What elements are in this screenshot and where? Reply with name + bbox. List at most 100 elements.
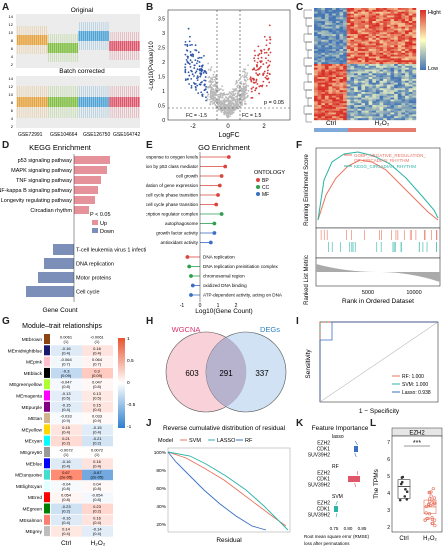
b-point xyxy=(222,108,225,110)
c-cell xyxy=(401,62,406,65)
c-cell xyxy=(343,9,347,12)
g-cell xyxy=(82,334,113,345)
b-point xyxy=(240,89,243,92)
c-cell xyxy=(339,103,344,106)
c-cell xyxy=(324,15,329,18)
c-cell xyxy=(328,30,333,33)
c-cell xyxy=(346,52,351,55)
c-cell xyxy=(375,82,380,85)
c-cell xyxy=(339,82,344,85)
g-cell-value: 0.16 xyxy=(93,459,102,464)
c-cell xyxy=(328,73,333,76)
c-cell xyxy=(361,118,366,121)
c-cell xyxy=(401,9,406,12)
c-cell xyxy=(408,92,413,95)
c-cell xyxy=(386,112,391,115)
b-point xyxy=(219,92,222,95)
l-ytick: 6 xyxy=(387,457,390,463)
c-cell xyxy=(361,36,366,39)
panel-a-dataset-2: GSE126750 xyxy=(83,132,110,138)
panel-e-ont-cc: CC xyxy=(262,185,270,191)
c-cell xyxy=(339,9,344,12)
c-cell xyxy=(339,30,344,33)
c-cell xyxy=(394,9,398,12)
c-cell xyxy=(372,82,377,85)
c-cell xyxy=(328,26,333,29)
c-cell xyxy=(383,30,388,33)
c-cell xyxy=(383,88,388,91)
c-cell xyxy=(328,97,333,100)
g-module-name: MEblue xyxy=(26,461,43,467)
c-cell xyxy=(397,118,402,121)
c-cell xyxy=(321,101,326,104)
b-point xyxy=(206,99,209,101)
c-cell xyxy=(335,112,340,115)
c-cell xyxy=(368,71,373,74)
b-point xyxy=(184,66,187,69)
c-cell xyxy=(324,45,329,48)
c-cell xyxy=(372,77,377,80)
panel-c-group-h2o2: H₂O₂ xyxy=(375,120,390,127)
a-ytick: 4 xyxy=(11,116,14,121)
c-cell xyxy=(365,34,369,37)
b-point xyxy=(240,104,243,107)
c-cell xyxy=(390,60,395,63)
c-cell xyxy=(324,108,329,111)
c-cell xyxy=(361,49,366,52)
b-point xyxy=(223,98,226,100)
c-cell xyxy=(386,37,391,40)
d-bar-down xyxy=(44,258,74,269)
c-cell xyxy=(317,17,322,20)
c-cell xyxy=(361,60,366,63)
c-cell xyxy=(408,71,413,74)
b-point xyxy=(254,89,257,92)
g-module-swatch xyxy=(44,367,50,378)
c-cell xyxy=(383,75,388,78)
c-cell xyxy=(317,54,322,57)
c-cell xyxy=(368,56,373,59)
g-cell-p: (0.2) xyxy=(93,509,102,514)
panel-a-boxplots: Original Batch corrected 141210864214121… xyxy=(9,7,141,138)
c-cell xyxy=(343,47,347,50)
c-cell xyxy=(339,105,344,108)
c-cell xyxy=(386,13,391,16)
c-cell xyxy=(412,95,417,98)
c-cell xyxy=(408,97,413,100)
c-cell xyxy=(401,103,406,106)
c-cell xyxy=(328,52,333,55)
c-cell xyxy=(343,99,347,102)
c-cell xyxy=(346,41,351,44)
c-cell xyxy=(339,13,344,16)
c-cell xyxy=(401,97,406,100)
c-cell xyxy=(401,30,406,33)
c-cell xyxy=(357,106,362,109)
c-cell xyxy=(321,30,326,33)
c-cell xyxy=(408,90,413,93)
c-cell xyxy=(368,103,373,106)
c-cell xyxy=(321,49,326,52)
c-cell xyxy=(386,86,391,89)
c-cell xyxy=(314,8,318,11)
c-cell xyxy=(361,116,366,119)
c-cell xyxy=(365,30,369,33)
c-cell xyxy=(332,103,337,106)
a-ytick: 2 xyxy=(11,62,14,67)
b-point xyxy=(205,72,208,75)
g-cell-value: 0.0072 xyxy=(91,448,104,453)
c-cell xyxy=(372,90,377,93)
g-cell-value: 0.064 xyxy=(92,357,103,362)
c-cell xyxy=(379,69,384,72)
c-cell xyxy=(343,118,347,121)
c-cell xyxy=(372,49,377,52)
c-cell xyxy=(314,26,318,29)
b-point xyxy=(236,85,239,88)
c-cell xyxy=(339,86,344,89)
c-cell xyxy=(314,11,318,14)
c-cell xyxy=(317,58,322,61)
g-module-name: MEgrey60 xyxy=(20,450,42,456)
c-cell xyxy=(383,80,388,83)
c-cell xyxy=(335,26,340,29)
c-cell xyxy=(408,105,413,108)
c-cell xyxy=(354,45,358,48)
c-cell xyxy=(379,32,384,35)
